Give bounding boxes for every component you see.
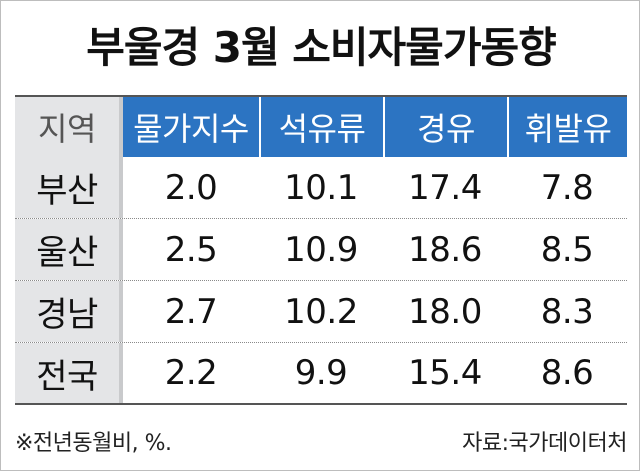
table-cell: 8.6	[507, 343, 627, 403]
table-cell: 2.2	[123, 343, 259, 403]
footnote: ※전년동월비, %.	[15, 431, 172, 456]
column-header-diesel: 경유	[383, 97, 507, 157]
table-cell: 10.1	[259, 157, 383, 218]
column-header-petroleum: 석유류	[259, 97, 383, 157]
table-header-row: 지역 물가지수 석유류 경유 휘발유	[15, 97, 627, 157]
table-cell: 10.2	[259, 281, 383, 342]
table-row: 부산 2.0 10.1 17.4 7.8	[15, 157, 627, 219]
table-cell: 10.9	[259, 219, 383, 280]
table-cell: 18.0	[383, 281, 507, 342]
column-header-price-index: 물가지수	[123, 97, 259, 157]
row-region-label: 울산	[15, 219, 123, 280]
table-cell: 2.5	[123, 219, 259, 280]
table-cell: 9.9	[259, 343, 383, 403]
page-title: 부울경 3월 소비자물가동향	[86, 23, 557, 72]
table-cell: 15.4	[383, 343, 507, 403]
table-row: 경남 2.7 10.2 18.0 8.3	[15, 281, 627, 343]
row-region-label: 경남	[15, 281, 123, 342]
table-cell: 8.5	[507, 219, 627, 280]
source-credit: 자료:국가데이터처	[462, 431, 627, 456]
region-column-header: 지역	[15, 97, 123, 157]
column-header-gasoline: 휘발유	[507, 97, 627, 157]
table-cell: 2.0	[123, 157, 259, 218]
table-cell: 7.8	[507, 157, 627, 218]
row-region-label: 전국	[15, 343, 123, 403]
price-table: 지역 물가지수 석유류 경유 휘발유 부산 2.0 10.1 17.4 7.8 …	[15, 95, 627, 405]
footer: ※전년동월비, %. 자료:국가데이터처	[15, 421, 627, 461]
row-region-label: 부산	[15, 157, 123, 218]
table-row: 전국 2.2 9.9 15.4 8.6	[15, 343, 627, 405]
table-cell: 18.6	[383, 219, 507, 280]
table-cell: 2.7	[123, 281, 259, 342]
table-cell: 8.3	[507, 281, 627, 342]
table-cell: 17.4	[383, 157, 507, 218]
table-row: 울산 2.5 10.9 18.6 8.5	[15, 219, 627, 281]
